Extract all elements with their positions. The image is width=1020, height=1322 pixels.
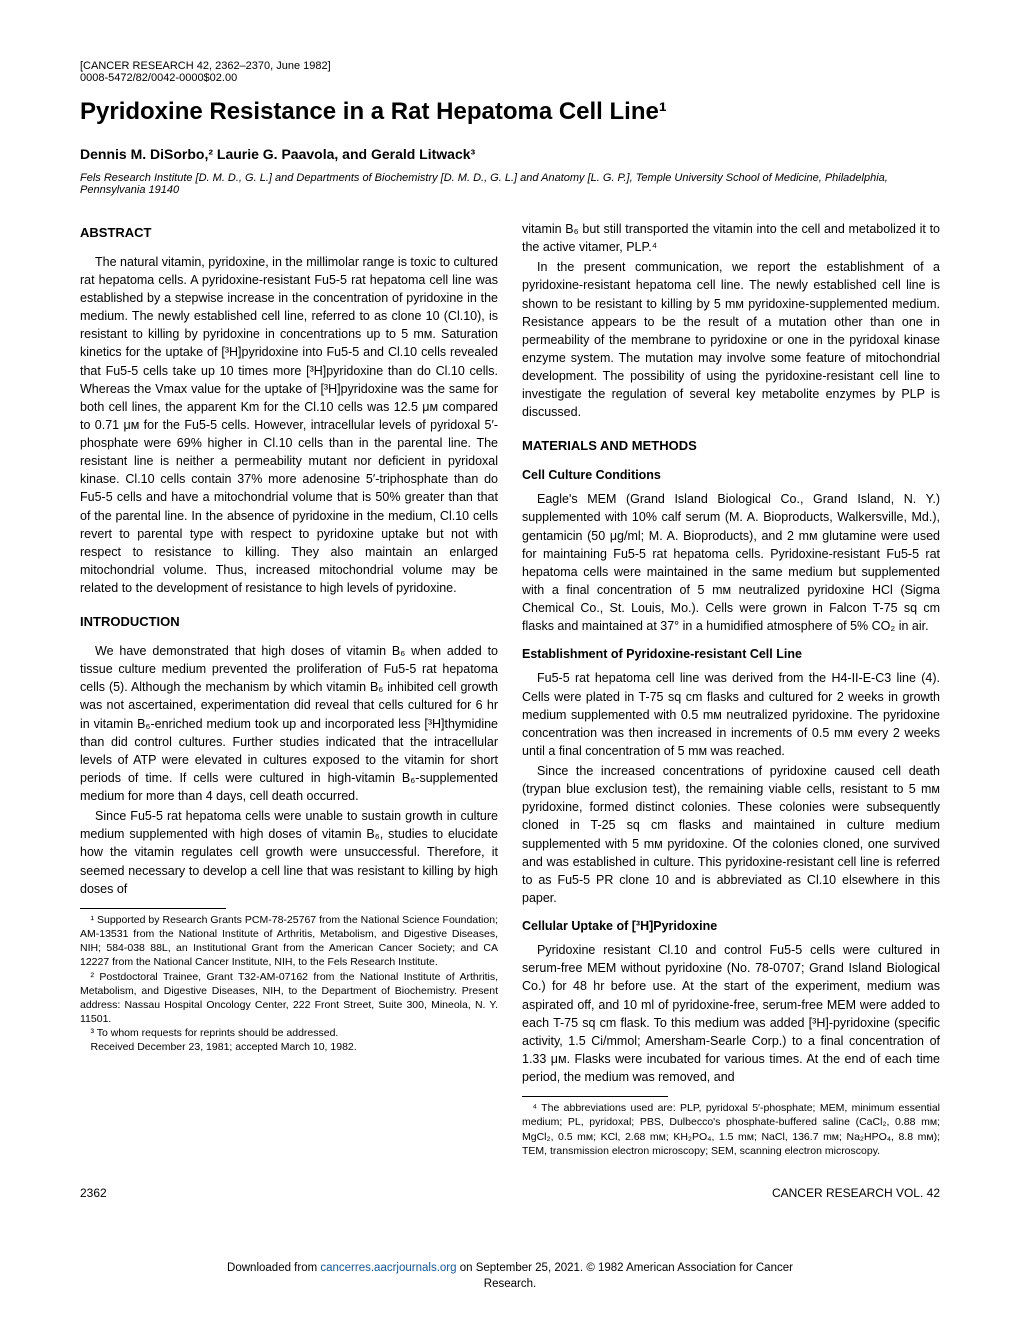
two-column-body: ABSTRACT The natural vitamin, pyridoxine…: [80, 220, 940, 1158]
footnote-3: ³ To whom requests for reprints should b…: [80, 1026, 498, 1040]
intro-paragraph-2: Since Fu5-5 rat hepatoma cells were unab…: [80, 807, 498, 898]
journal-meta: [CANCER RESEARCH 42, 2362–2370, June 198…: [80, 60, 940, 84]
page-footer: 2362 CANCER RESEARCH VOL. 42: [80, 1186, 940, 1200]
affiliation: Fels Research Institute [D. M. D., G. L.…: [80, 172, 940, 196]
establishment-p2: Since the increased concentrations of py…: [522, 762, 940, 907]
paper-title: Pyridoxine Resistance in a Rat Hepatoma …: [80, 98, 940, 126]
issn-line: 0008-5472/82/0042-0000$02.00: [80, 72, 940, 84]
footnote-separator-right: [522, 1096, 668, 1097]
received-date: Received December 23, 1981; accepted Mar…: [80, 1040, 498, 1054]
abstract-text: The natural vitamin, pyridoxine, in the …: [80, 253, 498, 597]
journal-footer: CANCER RESEARCH VOL. 42: [772, 1186, 940, 1200]
uptake-heading: Cellular Uptake of [³H]Pyridoxine: [522, 917, 940, 935]
abstract-heading: ABSTRACT: [80, 224, 498, 243]
continuation-p1: vitamin B₆ but still transported the vit…: [522, 220, 940, 256]
page-number: 2362: [80, 1186, 107, 1200]
right-column: vitamin B₆ but still transported the vit…: [522, 220, 940, 1158]
introduction-heading: INTRODUCTION: [80, 613, 498, 632]
establishment-p1: Fu5-5 rat hepatoma cell line was derived…: [522, 669, 940, 760]
footnote-1: ¹ Supported by Research Grants PCM-78-25…: [80, 913, 498, 970]
cell-culture-text: Eagle's MEM (Grand Island Biological Co.…: [522, 490, 940, 635]
left-column: ABSTRACT The natural vitamin, pyridoxine…: [80, 220, 498, 1158]
authors: Dennis M. DiSorbo,² Laurie G. Paavola, a…: [80, 146, 940, 162]
download-prefix: Downloaded from: [227, 1262, 320, 1274]
establishment-heading: Establishment of Pyridoxine-resistant Ce…: [522, 645, 940, 663]
uptake-text: Pyridoxine resistant Cl.10 and control F…: [522, 941, 940, 1086]
download-link[interactable]: cancerres.aacrjournals.org: [320, 1262, 456, 1274]
download-middle: on September 25, 2021. © 1982 American A…: [457, 1262, 793, 1274]
download-line2: Research.: [484, 1278, 536, 1290]
footnote-4: ⁴ The abbreviations used are: PLP, pyrid…: [522, 1101, 940, 1158]
intro-paragraph-1: We have demonstrated that high doses of …: [80, 642, 498, 805]
journal-line: [CANCER RESEARCH 42, 2362–2370, June 198…: [80, 60, 940, 72]
download-note: Downloaded from cancerres.aacrjournals.o…: [80, 1260, 940, 1292]
methods-heading: MATERIALS AND METHODS: [522, 437, 940, 456]
cell-culture-heading: Cell Culture Conditions: [522, 466, 940, 484]
footnote-2: ² Postdoctoral Trainee, Grant T32-AM-071…: [80, 970, 498, 1027]
continuation-p2: In the present communication, we report …: [522, 258, 940, 421]
footnote-separator: [80, 908, 226, 909]
